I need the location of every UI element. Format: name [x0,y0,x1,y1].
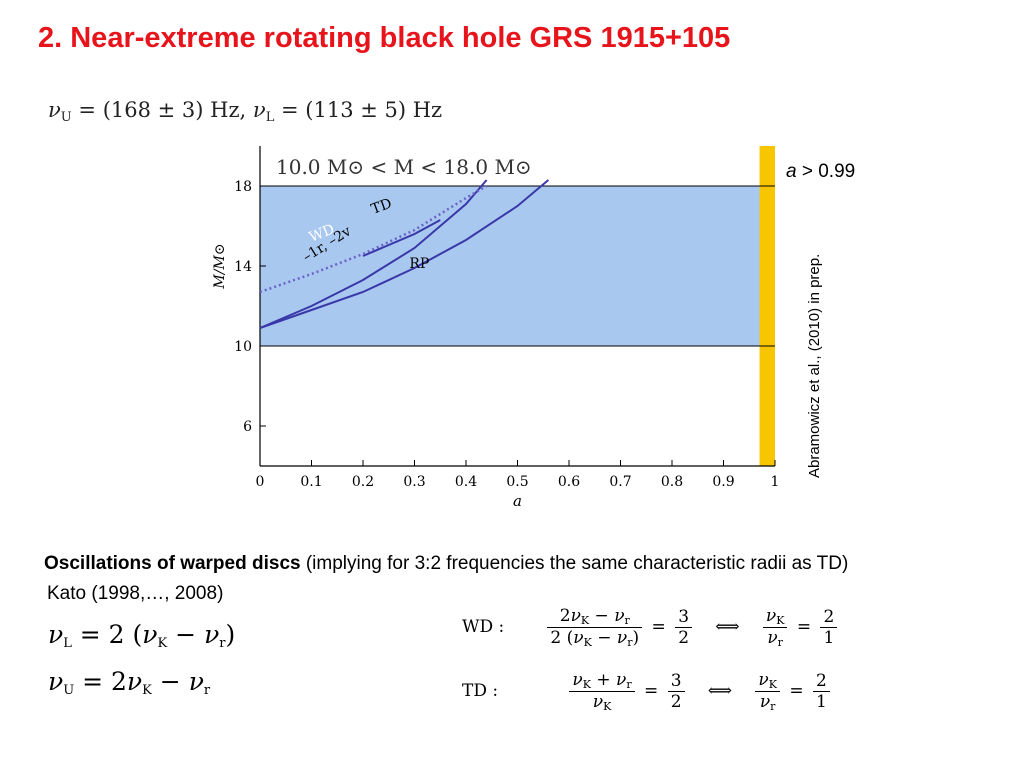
x-tick-label: 0.1 [300,474,322,490]
oscillation-heading: Oscillations of warped discs [44,553,301,574]
mass-spin-chart: 0 0.1 0.2 0.3 0.4 0.5 0.6 0.7 0.8 0.9 1 6 10 14 18 a M/M… [212,146,780,510]
x-tick-label: 0.7 [609,474,631,490]
spin-note: a > 0.99 [786,161,856,182]
nu-lower-value: (113 ± 5) Hz [305,98,443,122]
x-tick-label: 1 [771,474,780,490]
x-tick-label: 0.4 [455,474,477,490]
series-label-td: TD [369,196,394,218]
series-line-td [362,219,441,257]
x-tick-label: 0.3 [403,474,425,490]
frequency-values: νU = (168 ± 3) Hz, νL = (113 ± 5) Hz [48,98,443,125]
x-tick-label: 0.5 [506,474,528,490]
series-line-1r-2v [259,179,488,329]
x-tick-label: 0 [256,474,265,490]
y-tick-label: 18 [234,179,252,195]
spin-range-band [759,146,775,466]
x-tick-label: 0.2 [352,474,374,490]
x-tick-label: 0.6 [558,474,580,490]
x-tick-label: 0.9 [712,474,734,490]
series-label-rp: RP [409,256,429,272]
oscillation-description: Oscillations of warped discs (implying f… [44,553,848,575]
td-label: TD : [462,681,499,701]
oscillation-detail: (implying for 3:2 frequencies the same c… [300,553,849,574]
chart-title: 10.0 M⊙ < M < 18.0 M⊙ [276,155,532,179]
x-axis-label: a [513,492,522,510]
y-tick-label: 10 [234,339,252,355]
series-line-wd [259,184,488,294]
wd-label: WD : [462,617,505,637]
slide-title: 2. Near-extreme rotating black hole GRS … [38,22,731,54]
nu-upper-value: (168 ± 3) Hz, [102,98,247,122]
nu-upper-equation: νU = 2νK − νr [48,667,211,698]
y-axis-label: M/M⊙ [212,243,228,289]
series-line-rp [259,179,550,329]
y-tick-label: 14 [234,259,252,275]
citation-note: Abramowicz et al., (2010) in prep. [806,253,823,478]
kato-reference: Kato (1998,…, 2008) [47,583,224,604]
y-tick-label: 6 [243,419,252,435]
mass-range-band [260,186,775,346]
nu-lower-equation: νL = 2 (νK − νr) [48,620,236,651]
x-tick-label: 0.8 [661,474,683,490]
